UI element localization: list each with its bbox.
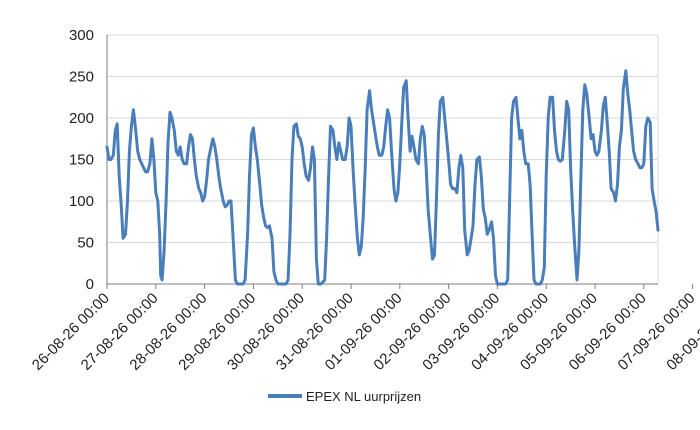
series-layer bbox=[105, 69, 660, 286]
legend-label: EPEX NL uurprijzen bbox=[306, 389, 421, 404]
y-axis-tick-labels: 0 50 100 150 200 250 300 bbox=[69, 27, 94, 293]
legend: EPEX NL uurprijzen bbox=[268, 389, 421, 404]
y-tick-label: 50 bbox=[77, 235, 94, 252]
horizontal-gridlines bbox=[107, 34, 659, 285]
y-tick-label: 250 bbox=[69, 69, 94, 86]
y-tick-label: 0 bbox=[86, 276, 94, 293]
y-tick-label: 300 bbox=[69, 27, 94, 44]
series-line-0 bbox=[105, 69, 660, 286]
y-tick-label: 200 bbox=[69, 110, 94, 127]
chart-axes bbox=[106, 35, 694, 289]
y-tick-label: 150 bbox=[69, 152, 94, 169]
y-tick-label: 100 bbox=[69, 193, 94, 210]
